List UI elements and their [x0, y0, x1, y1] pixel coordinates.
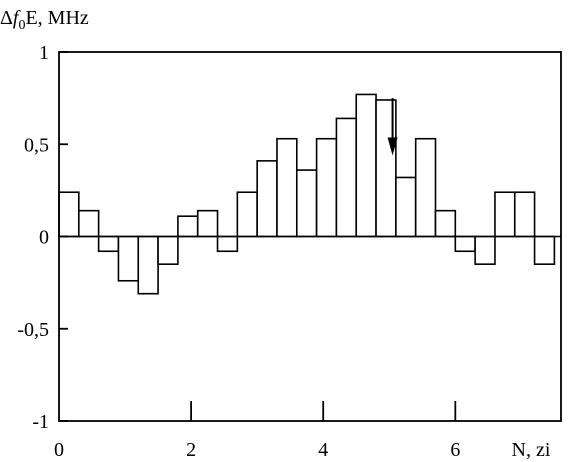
bar-10 [256, 160, 278, 238]
bar-18 [414, 137, 437, 238]
axes-group [58, 51, 562, 422]
bar-20 [454, 235, 476, 253]
y-tick-label-1: 0,5 [24, 134, 49, 156]
bar-5 [157, 235, 179, 265]
bar-6 [177, 215, 199, 238]
x-tick-label-3: 6 [450, 439, 460, 461]
x-tick-label-0: 0 [54, 439, 64, 461]
bar-15 [355, 93, 377, 238]
bar-2 [97, 235, 120, 253]
y-axis-label: Δf0E, MHz [0, 7, 89, 33]
annotations-group [387, 98, 398, 156]
bar-24 [533, 235, 556, 265]
bar-11 [276, 137, 298, 238]
y-tick-label-0: 1 [39, 42, 49, 64]
y-tick-label-4: -1 [32, 411, 49, 433]
y-tick-label-2: 0 [39, 227, 49, 249]
bars-group [58, 93, 556, 295]
bar-13 [315, 137, 338, 238]
y-tick-label-3: -0,5 [17, 319, 49, 341]
bar-8 [216, 235, 239, 253]
bar-19 [434, 209, 457, 238]
bar-7 [196, 209, 219, 238]
x-tick-label-1: 2 [186, 439, 196, 461]
bar-4 [137, 235, 159, 295]
y-axis-label-text: Δf0E, MHz [0, 7, 89, 33]
x-tick-label-2: 4 [318, 439, 328, 461]
bar-23 [513, 191, 536, 238]
bar-22 [494, 191, 516, 238]
bar-17 [395, 176, 417, 238]
bar-0 [58, 191, 80, 238]
x-axis-label: N, zi [512, 439, 551, 461]
bar-1 [78, 209, 100, 238]
bar-14 [335, 117, 358, 238]
bar-21 [474, 235, 496, 265]
bar-9 [236, 191, 258, 238]
bar-3 [117, 235, 140, 282]
bar-12 [295, 169, 318, 238]
tick-labels-group: 10,50-0,5-10 2 4 6 N, zi [17, 42, 551, 461]
arrow-head-0 [387, 137, 398, 156]
